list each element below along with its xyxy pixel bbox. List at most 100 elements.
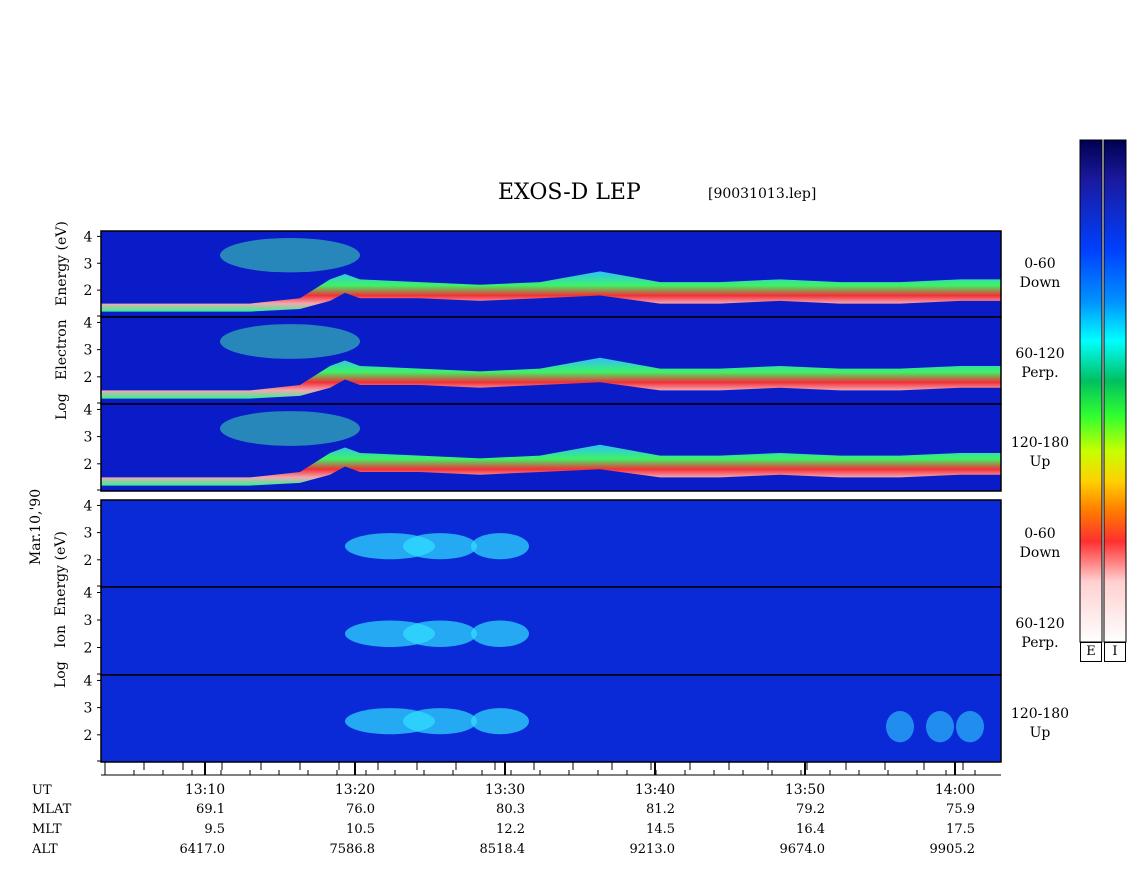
ephemeris-value: 80.3: [496, 802, 525, 817]
panel-frame-2: [100, 403, 1002, 492]
ephemeris-value: 6417.0: [179, 842, 226, 857]
electron-ylabel-energy: Energy: [54, 254, 70, 306]
ytick-label: 2: [84, 370, 93, 386]
ephemeris-label-alt: ALT: [32, 842, 58, 857]
colorbar-e: [1079, 139, 1103, 643]
ytick-label: 2: [84, 728, 93, 744]
pitch-direction: Up: [1029, 725, 1051, 741]
ephemeris-value: 9905.2: [929, 842, 976, 857]
electron-ylabel-species: Electron: [54, 319, 70, 380]
pitch-range: 120-180: [1010, 706, 1070, 722]
pitch-direction: Down: [1019, 275, 1061, 291]
ytick-label: 2: [84, 283, 93, 299]
ion-ylabel-unit: (eV): [53, 531, 69, 561]
ephemeris-value: 17.5: [946, 822, 975, 837]
ytick-label: 3: [84, 613, 93, 629]
ephemeris-value: 16.4: [796, 822, 825, 837]
file-name: [90031013.lep]: [708, 186, 817, 202]
ion-feature-1-2: [471, 620, 529, 647]
colorbar-i: [1103, 139, 1127, 643]
xtick-label-1: 13:20: [335, 782, 375, 798]
electron-band-0: [101, 271, 1001, 312]
figure-title: EXOS-D LEP: [498, 180, 641, 205]
ephemeris-value: 8518.4: [479, 842, 526, 857]
ytick-label: 3: [84, 701, 93, 717]
ephemeris-value: 79.2: [796, 802, 825, 817]
xtick-label-3: 13:40: [635, 782, 675, 798]
pitch-direction: Perp.: [1021, 635, 1059, 651]
ion-ylabel: Log Ion Energy (eV): [53, 531, 69, 688]
ytick-label: 3: [84, 343, 93, 359]
ephemeris-value: 76.0: [346, 802, 375, 817]
electron-band-2: [101, 444, 1001, 486]
pitch-direction: Down: [1019, 545, 1061, 561]
pitch-direction: Up: [1029, 454, 1051, 470]
ion-ylabel-log: Log: [53, 661, 69, 688]
colorbar-label-i: I: [1104, 642, 1126, 662]
ion-feature-0-2: [471, 533, 529, 560]
pitch-range: 60-120: [1015, 616, 1065, 632]
xtick-label-0: 13:10: [185, 782, 225, 798]
panel-label-electron-0: 0-60 Down: [1005, 255, 1075, 293]
ytick-label: 4: [84, 673, 93, 689]
panel-frame-5: [100, 674, 1002, 763]
ion-feature-late-2: [956, 710, 984, 743]
ephemeris-label-mlat: MLAT: [32, 802, 72, 817]
xtick-label-5: 14:00: [935, 782, 975, 798]
ephemeris-value: 75.9: [946, 802, 975, 817]
electron-diffuse-0: [220, 237, 360, 273]
ephemeris-value: 81.2: [646, 802, 675, 817]
ion-feature-2-2: [471, 708, 529, 735]
panel-label-ion-1: 60-120 Perp.: [1005, 615, 1075, 653]
ephemeris-value: 14.5: [646, 822, 675, 837]
ephemeris-value: 9674.0: [779, 842, 826, 857]
ytick-label: 4: [84, 586, 93, 602]
ytick-label: 2: [84, 641, 93, 657]
ephemeris-value: 10.5: [346, 822, 375, 837]
ion-feature-2-1: [403, 708, 477, 735]
xtick-label-2: 13:30: [485, 782, 525, 798]
ytick-label: 4: [84, 229, 93, 245]
ion-ylabel-species: Ion: [53, 624, 69, 648]
ephemeris-value: 12.2: [496, 822, 525, 837]
xtick-label-4: 13:50: [785, 782, 825, 798]
date-label: Mar.10,'90: [28, 488, 45, 566]
pitch-range: 60-120: [1015, 346, 1065, 362]
ytick-label: 4: [84, 402, 93, 418]
ytick-label: 3: [84, 256, 93, 272]
ytick-label: 2: [84, 457, 93, 473]
pitch-direction: Perp.: [1021, 365, 1059, 381]
ephemeris-value: 9213.0: [629, 842, 676, 857]
electron-ylabel: Log Electron Energy (eV): [54, 221, 70, 420]
ytick-label: 4: [84, 498, 93, 514]
panel-label-ion-2: 120-180 Up: [1005, 705, 1075, 743]
ephemeris-value: 9.5: [204, 822, 225, 837]
electron-diffuse-2: [220, 411, 360, 446]
electron-ylabel-unit: (eV): [54, 221, 70, 251]
ion-feature-1-1: [403, 620, 477, 647]
ephemeris-value: 69.1: [196, 802, 225, 817]
ytick-label: 4: [84, 315, 93, 331]
electron-band-1: [101, 357, 1001, 399]
ion-feature-late-0: [886, 710, 914, 743]
panel-label-electron-2: 120-180 Up: [1005, 434, 1075, 472]
panel-bg-ion-2: [101, 675, 1001, 762]
pitch-range: 0-60: [1024, 526, 1056, 542]
ion-feature-0-1: [403, 533, 477, 560]
ephemeris-label-mlt: MLT: [32, 822, 62, 837]
ion-ylabel-energy: Energy: [53, 564, 69, 617]
panel-label-electron-1: 60-120 Perp.: [1005, 345, 1075, 383]
ion-feature-late-1: [926, 710, 954, 743]
ytick-label: 3: [84, 526, 93, 542]
ephemeris-value: 7586.8: [329, 842, 376, 857]
electron-ylabel-log: Log: [54, 393, 70, 420]
panel-label-ion-0: 0-60 Down: [1005, 525, 1075, 563]
electron-diffuse-1: [220, 324, 360, 359]
ephemeris-label-ut: UT: [32, 783, 52, 798]
pitch-range: 0-60: [1024, 256, 1056, 272]
pitch-range: 120-180: [1010, 435, 1070, 451]
ytick-label: 2: [84, 553, 93, 569]
ytick-label: 3: [84, 430, 93, 446]
